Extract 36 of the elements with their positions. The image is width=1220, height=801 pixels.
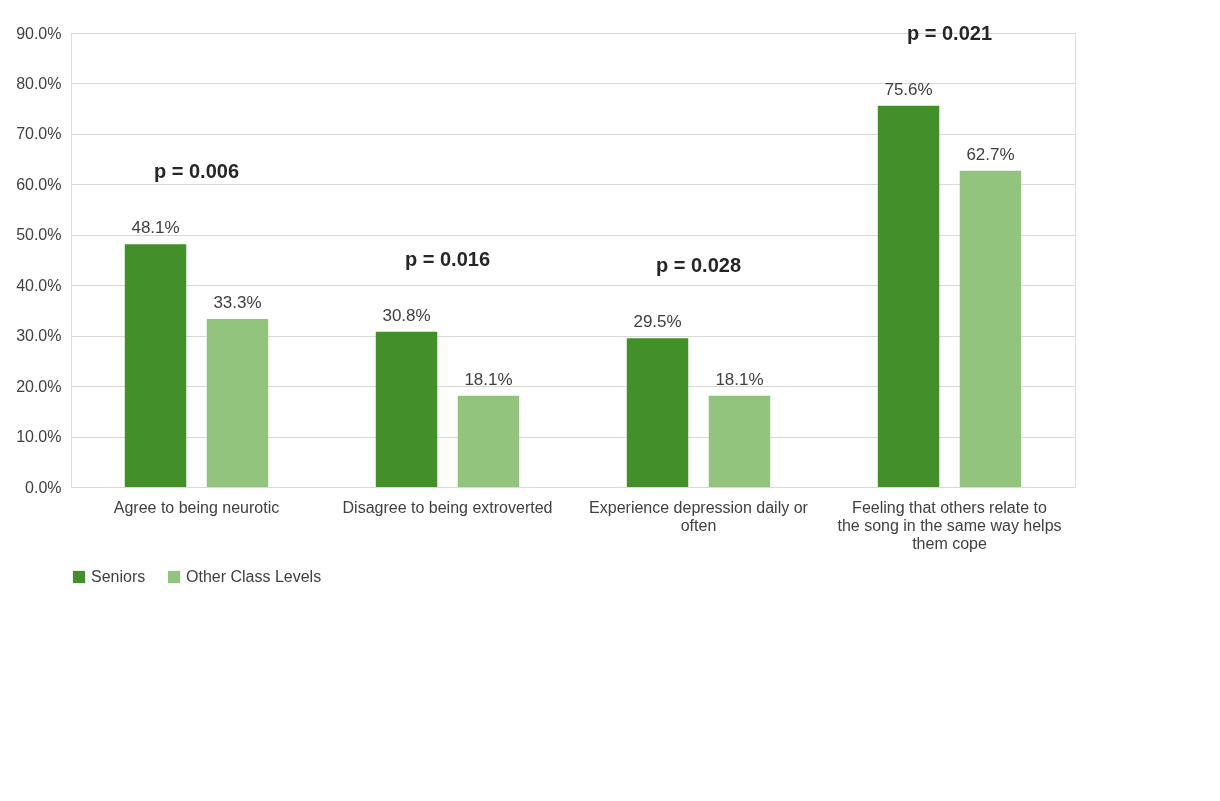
annotation: p = 0.016: [404, 247, 491, 270]
bar: [124, 244, 187, 487]
y-tick-label: 90.0%: [16, 24, 62, 42]
y-tick-label: 60.0%: [16, 175, 62, 193]
data-label: 29.5%: [633, 312, 682, 332]
bar: [375, 331, 438, 487]
x-tick-label: Agree to being neurotic: [113, 498, 280, 516]
y-tick-label: 40.0%: [16, 276, 62, 294]
bar: [206, 319, 269, 487]
data-label: 30.8%: [382, 305, 431, 325]
data-label: 18.1%: [464, 369, 513, 389]
bar: [959, 170, 1022, 487]
y-tick-label: 10.0%: [16, 428, 62, 446]
annotation: p = 0.028: [655, 254, 742, 277]
annotation: p = 0.006: [153, 160, 240, 183]
y-tick-label: 50.0%: [16, 226, 62, 244]
bar: [708, 395, 771, 487]
y-tick-label: 30.0%: [16, 327, 62, 345]
x-tick-label: Disagree to being extroverted: [342, 498, 553, 516]
data-label: 62.7%: [966, 144, 1015, 164]
bar: [626, 338, 689, 487]
x-tick-label: Experience depression daily or often: [589, 498, 809, 534]
annotation: p = 0.021: [906, 21, 993, 44]
legend-label: Seniors: [91, 568, 146, 585]
y-tick-label: 80.0%: [16, 74, 62, 92]
y-tick-label: 70.0%: [16, 125, 62, 143]
x-tick-label: Feeling that others relate to the song in the same way helps them cope: [837, 498, 1062, 552]
data-label: 33.3%: [213, 293, 262, 313]
y-tick-label: 0.0%: [25, 478, 62, 496]
data-label: 18.1%: [715, 369, 764, 389]
y-tick-label: 20.0%: [16, 377, 62, 395]
data-label: 75.6%: [884, 79, 933, 99]
data-label: 48.1%: [131, 218, 180, 238]
bar: [457, 395, 520, 487]
legend-label: Other Class Levels: [186, 568, 322, 585]
bar: [877, 105, 940, 487]
